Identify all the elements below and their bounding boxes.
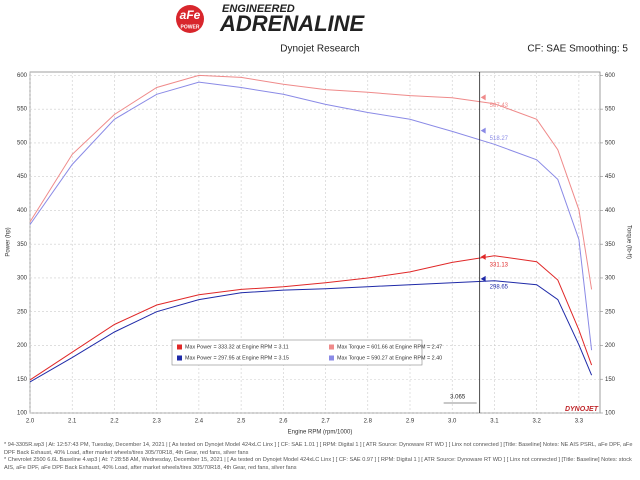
logo-brand: aFe	[180, 8, 201, 22]
legend-swatch	[177, 344, 182, 350]
y2-tick-label: 100	[605, 411, 616, 417]
x-tick-label: 2.7	[321, 419, 330, 425]
legend-label: Max Torque = 590.27 at Engine RPM = 2.40	[337, 355, 442, 361]
cursor-marker	[480, 127, 486, 134]
note: * Chevrolet 2500 6.6L Baseline 4.wp3 | A…	[4, 457, 632, 471]
y2-tick-label: 550	[605, 107, 616, 113]
y2-tick-label: 600	[605, 73, 616, 79]
y-tick-label: 350	[17, 242, 28, 248]
legend-label: Max Torque = 601.66 at Engine RPM = 2.47	[337, 344, 442, 350]
y2-tick-label: 350	[605, 242, 616, 248]
series-line	[29, 74, 593, 290]
y2-tick-label: 250	[605, 309, 616, 315]
legend-swatch	[329, 355, 334, 361]
x-tick-label: 3.0	[448, 419, 457, 425]
x-tick-label: 2.5	[237, 419, 246, 425]
y-tick-label: 250	[17, 309, 28, 315]
cursor-marker	[480, 275, 486, 282]
legend-label: Max Power = 333.32 at Engine RPM = 3.11	[185, 344, 289, 350]
notes: * 94-3305R.wp3 | At: 12:57:43 PM, Tuesda…	[4, 442, 636, 472]
y-tick-label: 550	[17, 107, 28, 113]
y-tick-label: 300	[17, 276, 28, 282]
y-tick-label: 600	[17, 73, 28, 79]
y-tick-label: 100	[17, 411, 28, 417]
y-axis-title: Power (hp)	[6, 227, 12, 256]
y2-tick-label: 150	[605, 377, 616, 383]
legend-label: Max Power = 297.95 at Engine RPM = 3.15	[185, 355, 289, 361]
x-tick-label: 2.9	[406, 419, 415, 425]
cursor-marker	[480, 94, 486, 101]
chart: aFe POWER ENGINEERED ADRENALINE Dynojet …	[6, 3, 632, 436]
x-tick-label: 2.0	[26, 419, 35, 425]
cursor-label: 3.065	[450, 395, 466, 401]
x-tick-label: 3.1	[490, 419, 499, 425]
y-tick-label: 200	[17, 343, 28, 349]
tagline-main: ADRENALINE	[219, 11, 366, 36]
tagline-top: ENGINEERED	[222, 3, 295, 15]
cursor-readout: 567.43	[490, 103, 509, 109]
y2-tick-label: 200	[605, 343, 616, 349]
series-line	[29, 280, 593, 383]
series-line	[29, 81, 593, 351]
brand-mark: DYNOJET	[565, 406, 599, 413]
logo-badge	[176, 5, 204, 33]
x-tick-label: 2.3	[152, 419, 161, 425]
cursor-readout: 331.13	[490, 263, 509, 269]
y2-tick-label: 300	[605, 276, 616, 282]
legend-swatch	[329, 344, 334, 350]
x-tick-label: 2.1	[68, 419, 77, 425]
legend-box	[171, 339, 423, 366]
x-tick-label: 2.8	[364, 419, 373, 425]
y2-tick-label: 400	[605, 208, 616, 214]
y2-axis-title: Torque (lb-ft)	[625, 225, 631, 259]
logo-sub: POWER	[181, 24, 200, 30]
x-tick-label: 2.6	[279, 419, 288, 425]
x-tick-label: 2.4	[195, 419, 204, 425]
y-tick-label: 500	[17, 140, 28, 146]
cursor-readout: 298.65	[490, 284, 509, 290]
note: * 94-3305R.wp3 | At: 12:57:43 PM, Tuesda…	[4, 442, 633, 456]
legend-swatch	[177, 355, 182, 361]
y2-tick-label: 450	[605, 174, 616, 180]
chart-subtitle: CF: SAE Smoothing: 5	[527, 44, 628, 55]
series-line	[29, 255, 593, 381]
y-tick-label: 400	[17, 208, 28, 214]
cursor-readout: 518.27	[490, 136, 509, 142]
x-tick-label: 3.3	[575, 419, 584, 425]
chart-title: Dynojet Research	[280, 44, 359, 55]
y-tick-label: 450	[17, 174, 28, 180]
x-tick-label: 3.2	[532, 419, 541, 425]
cursor-marker	[480, 253, 486, 260]
y-tick-label: 150	[17, 377, 28, 383]
y2-tick-label: 500	[605, 140, 616, 146]
x-axis-title: Engine RPM (rpm/1000)	[288, 430, 353, 436]
x-tick-label: 2.2	[110, 419, 119, 425]
